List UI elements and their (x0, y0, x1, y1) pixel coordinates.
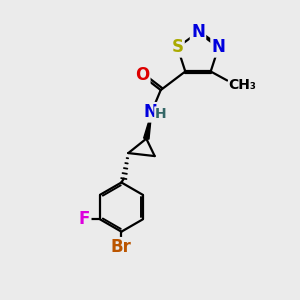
Text: N: N (191, 23, 205, 41)
Text: Br: Br (111, 238, 132, 256)
Text: F: F (79, 210, 90, 228)
Text: O: O (135, 66, 149, 84)
Text: N: N (212, 38, 226, 56)
Text: S: S (172, 38, 184, 56)
Text: N: N (143, 103, 157, 121)
Text: CH₃: CH₃ (229, 78, 256, 92)
Text: H: H (155, 107, 167, 121)
Polygon shape (144, 112, 152, 139)
